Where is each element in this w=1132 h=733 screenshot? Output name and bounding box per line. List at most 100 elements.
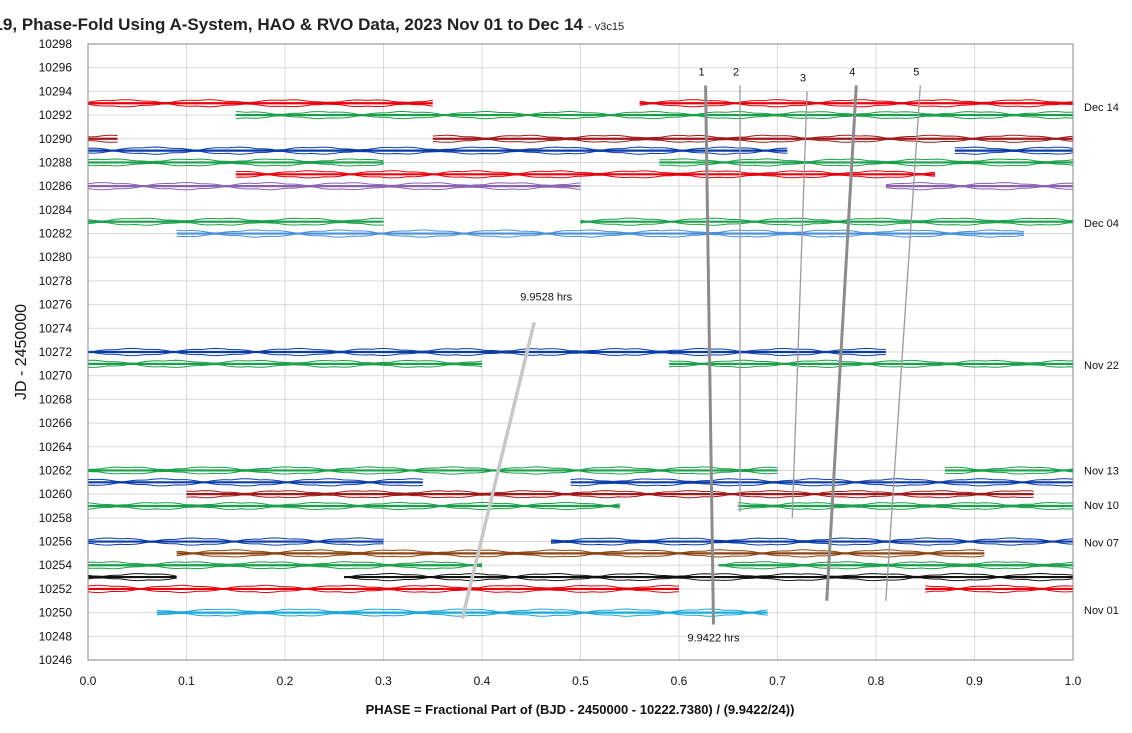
lightcurve-envelope xyxy=(954,146,1074,151)
y-tick-label: 10246 xyxy=(39,653,73,667)
y-tick-label: 10296 xyxy=(39,61,73,75)
lightcurve-envelope xyxy=(87,478,423,483)
lightcurve-envelope xyxy=(87,185,581,191)
y-tick-label: 10290 xyxy=(39,132,73,146)
lightcurve-envelope xyxy=(87,347,886,353)
y-tick-label: 10248 xyxy=(39,629,73,643)
y-tick-label: 10284 xyxy=(39,203,73,217)
y-tick-label: 10294 xyxy=(39,84,73,98)
lightcurve-envelope xyxy=(738,501,1073,506)
lightcurve-envelope xyxy=(156,608,768,614)
y-tick-label: 10276 xyxy=(39,298,73,312)
chart-subtitle: - v3c15 xyxy=(588,21,624,33)
lightcurve-envelope xyxy=(87,470,778,475)
y-tick-label: 10250 xyxy=(39,606,73,620)
y-tick-label: 10288 xyxy=(39,155,73,169)
lightcurve-envelope xyxy=(659,158,1074,163)
y-tick-label: 10252 xyxy=(39,582,73,596)
lightcurve-envelope xyxy=(176,229,1024,234)
x-tick-label: 0.5 xyxy=(572,674,589,688)
x-axis-title: PHASE = Fractional Part of (BJD - 245000… xyxy=(366,702,795,717)
lightcurve-envelope xyxy=(550,537,1074,542)
date-label: Nov 01 xyxy=(1084,605,1119,617)
lightcurve-envelope xyxy=(885,182,1074,187)
lightcurve-envelope xyxy=(87,99,433,104)
lightcurve-envelope xyxy=(570,478,1074,483)
data-tracks xyxy=(87,99,1074,617)
lightcurve-envelope xyxy=(87,466,778,471)
lightcurve-envelope xyxy=(87,584,680,590)
lightcurve-envelope xyxy=(432,134,1074,140)
lightcurve-envelope xyxy=(944,466,1074,471)
x-tick-label: 1.0 xyxy=(1065,674,1082,688)
lightcurve-envelope xyxy=(235,110,1074,116)
numbered-line xyxy=(704,85,715,625)
lightcurve-envelope xyxy=(669,359,1074,365)
numbered-line xyxy=(791,91,808,518)
chart-title: J0328-1219, Phase-Fold Using A-System, H… xyxy=(0,15,584,34)
x-tick-label: 0.8 xyxy=(868,674,885,688)
lightcurve-envelope xyxy=(718,565,1074,570)
x-tick-label: 0.9 xyxy=(966,674,983,688)
lightcurve-envelope xyxy=(176,233,1024,238)
x-tick-label: 0.7 xyxy=(769,674,786,688)
y-tick-label: 10298 xyxy=(39,37,73,51)
period-line-label: 9.9422 hrs xyxy=(687,632,739,644)
y-tick-label: 10258 xyxy=(39,511,73,525)
y-tick-label: 10270 xyxy=(39,369,73,383)
lightcurve-envelope xyxy=(954,150,1074,155)
lightcurve-envelope xyxy=(87,162,384,167)
lightcurve-envelope xyxy=(87,217,384,222)
lightcurve-envelope xyxy=(87,158,384,163)
lightcurve-envelope xyxy=(718,561,1074,566)
numbered-line xyxy=(885,85,921,601)
numbered-line-label: 4 xyxy=(849,66,855,78)
lightcurve-envelope xyxy=(235,114,1073,120)
x-tick-label: 0.2 xyxy=(277,674,294,688)
lightcurve-envelope xyxy=(344,572,1074,578)
numbered-line-label: 2 xyxy=(733,66,739,78)
lightcurve-envelope xyxy=(87,221,384,226)
lightcurve-envelope xyxy=(550,541,1074,546)
y-tick-label: 10266 xyxy=(39,416,73,430)
lightcurve-envelope xyxy=(235,170,936,175)
lightcurve-envelope xyxy=(885,185,1074,191)
lightcurve-envelope xyxy=(87,541,384,546)
lightcurve-envelope xyxy=(669,363,1074,368)
lightcurve-envelope xyxy=(659,162,1074,167)
date-label: Dec 14 xyxy=(1084,102,1119,114)
lightcurve-envelope xyxy=(87,481,423,487)
lightcurve-envelope xyxy=(87,146,788,151)
lightcurve-envelope xyxy=(738,506,1073,511)
x-tick-label: 0.3 xyxy=(375,674,392,688)
y-tick-label: 10264 xyxy=(39,440,73,454)
numbered-line-label: 3 xyxy=(800,72,806,84)
y-tick-label: 10272 xyxy=(39,345,73,359)
x-tick-label: 0.1 xyxy=(178,674,195,688)
x-tick-label: 0.6 xyxy=(671,674,688,688)
date-label: Nov 07 xyxy=(1084,538,1119,550)
lightcurve-envelope xyxy=(88,140,118,143)
lightcurve-envelope xyxy=(87,565,483,570)
lightcurve-envelope xyxy=(580,221,1074,226)
numbered-line xyxy=(825,85,858,601)
lightcurve-envelope xyxy=(87,363,483,368)
numbered-line-label: 5 xyxy=(913,66,919,78)
lightcurve-envelope xyxy=(87,351,886,357)
y-tick-labels: 10246 10248 10250 10252 10254 10256 10258 10260… xyxy=(39,37,73,667)
y-axis-title: JD - 2450000 xyxy=(13,304,30,400)
y-tick-label: 10256 xyxy=(39,535,73,549)
y-tick-label: 10260 xyxy=(39,487,73,501)
lightcurve-envelope xyxy=(580,217,1074,223)
lightcurve-envelope xyxy=(176,552,985,558)
numbered-lines: 1 2 3 4 5 xyxy=(699,66,921,625)
y-tick-label: 10292 xyxy=(39,108,73,122)
x-tick-labels: 0.0 0.1 0.2 0.3 0.4 0.5 0.6 0.7 0.8 0.9 1.0 xyxy=(80,674,1082,688)
lightcurve-envelope xyxy=(87,103,433,108)
date-label: Nov 13 xyxy=(1084,465,1119,477)
lightcurve-envelope xyxy=(945,470,1074,475)
lightcurve-envelope xyxy=(87,359,483,364)
x-tick-label: 0.0 xyxy=(80,674,97,688)
lightcurve-envelope xyxy=(87,588,680,593)
